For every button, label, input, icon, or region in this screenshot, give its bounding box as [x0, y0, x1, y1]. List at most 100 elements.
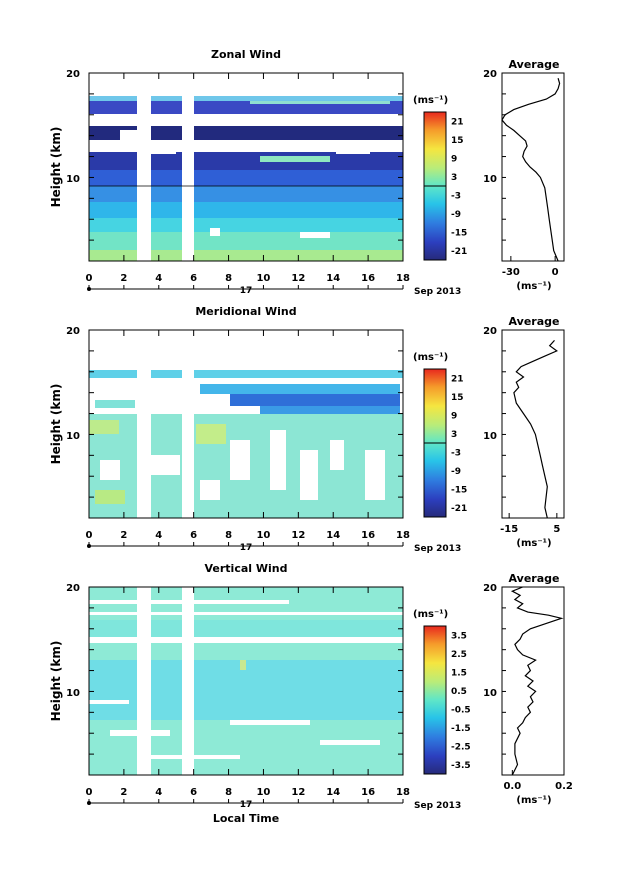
x-tick-label: 6 [190, 787, 197, 798]
x-tick-label: 4 [155, 787, 162, 798]
profile-y-tick: 10 [483, 688, 497, 699]
profile-line [501, 78, 561, 262]
profile-y-tick: 10 [483, 431, 497, 442]
date-marker [87, 544, 91, 548]
colorbar-tick-label: 2.5 [451, 650, 467, 660]
x-tick-label: 18 [396, 530, 410, 541]
x-tick-label: 0 [86, 530, 93, 541]
colorbar-tick-label: 3.5 [451, 631, 467, 641]
profile-line [513, 339, 558, 519]
profile-x-tick: 0.0 [503, 781, 521, 792]
colorbar-tick-label: -3 [451, 448, 461, 458]
profile-title: Average [509, 572, 560, 585]
x-tick-label: 4 [155, 273, 162, 284]
panel-title: Vertical Wind [205, 562, 288, 575]
x-tick-label: 10 [256, 787, 270, 798]
date-marker [87, 287, 91, 291]
y-axis-label: Height (km) [49, 641, 63, 722]
profile-x-tick: -30 [502, 267, 520, 278]
x-tick-label: 12 [291, 787, 305, 798]
profile-y-tick: 20 [483, 69, 497, 80]
colorbar-tick-label: 9 [451, 154, 457, 164]
panel-vertical: Vertical Wind Height (km) 0 2 4 6 8 10 12 14 16 1… [49, 562, 573, 825]
x-tick-label: 14 [326, 530, 340, 541]
x-tick-label: 2 [120, 530, 127, 541]
x-tick-label: 12 [291, 273, 305, 284]
profile-y-tick: 20 [483, 583, 497, 594]
colorbar [423, 625, 447, 775]
colorbar-tick-label: 9 [451, 411, 457, 421]
date-label: 17 [240, 286, 253, 296]
colorbar-tick-label: 21 [451, 374, 464, 384]
x-tick-label: 8 [225, 273, 232, 284]
colorbar-tick-label: 15 [451, 393, 464, 403]
heatmap-field [89, 330, 403, 518]
colorbar-tick-label: -9 [451, 210, 461, 220]
profile-unit: (ms⁻¹) [516, 538, 551, 549]
panel-title: Meridional Wind [195, 305, 296, 318]
profile-y-tick: 10 [483, 174, 497, 185]
x-tick-label: 10 [256, 273, 270, 284]
colorbar-tick-label: 1.5 [451, 668, 467, 678]
x-tick-label: 6 [190, 273, 197, 284]
x-ticks: 0 2 4 6 8 10 12 14 16 18 [86, 72, 556, 289]
profile-x-tick: 0.2 [555, 781, 573, 792]
colorbar-tick-label: 3 [451, 173, 457, 183]
profile-unit: (ms⁻¹) [516, 795, 551, 806]
profile-title: Average [509, 315, 560, 328]
profile-title: Average [509, 58, 560, 71]
x-tick-label: 16 [361, 530, 375, 541]
panel-zonal: Zonal Wind Height (km) [49, 48, 565, 297]
colorbar-tick-label: 15 [451, 136, 464, 146]
x-tick-label: 14 [326, 273, 340, 284]
colorbar-ticks: 21 15 9 3 -3 -9 -15 -21 [451, 117, 467, 257]
x-tick-label: 18 [396, 273, 410, 284]
profile-x-tick: -15 [500, 524, 518, 535]
colorbar-ticks: 21 15 9 3 -3 -9 -15 -21 [451, 374, 467, 514]
colorbar-tick-label: -21 [451, 247, 467, 257]
x-ticks: 0 2 4 6 8 10 12 14 16 18 [86, 329, 558, 546]
colorbar-tick-label: 3 [451, 430, 457, 440]
colorbar-unit: (ms⁻¹) [413, 95, 448, 106]
plot-frame [88, 329, 404, 519]
colorbar-unit: (ms⁻¹) [413, 352, 448, 363]
panel-title: Zonal Wind [211, 48, 281, 61]
y-tick-label: 20 [66, 69, 80, 80]
x-tick-label: 6 [190, 530, 197, 541]
panel-meridional: Meridional Wind Height (km) [49, 305, 565, 554]
month-label: Sep 2013 [414, 287, 461, 297]
profile-unit: (ms⁻¹) [516, 281, 551, 292]
x-tick-label: 8 [225, 530, 232, 541]
y-tick-label: 10 [66, 688, 80, 699]
colorbar-tick-label: -15 [451, 485, 467, 495]
colorbar-tick-label: 21 [451, 117, 464, 127]
profile-frame [501, 329, 565, 519]
x-tick-label: 4 [155, 530, 162, 541]
colorbar-tick-label: -21 [451, 504, 467, 514]
colorbar-tick-label: -9 [451, 467, 461, 477]
y-axis-label: Height (km) [49, 127, 63, 208]
colorbar-tick-label: -15 [451, 228, 467, 238]
y-tick-label: 20 [66, 326, 80, 337]
x-tick-label: 10 [256, 530, 270, 541]
colorbar-tick-label: -1.5 [451, 724, 471, 734]
x-axis-label: Local Time [213, 812, 279, 825]
colorbar-tick-label: 0.5 [451, 687, 467, 697]
x-tick-label: 18 [396, 787, 410, 798]
y-tick-label: 10 [66, 174, 80, 185]
date-label: 17 [240, 800, 253, 810]
x-tick-label: 2 [120, 273, 127, 284]
colorbar-tick-label: -3.5 [451, 761, 471, 771]
date-label: 17 [240, 543, 253, 553]
y-tick-label: 20 [66, 583, 80, 594]
date-marker [87, 801, 91, 805]
x-tick-label: 12 [291, 530, 305, 541]
profile-frame [501, 586, 565, 776]
x-tick-label: 2 [120, 787, 127, 798]
profile-x-tick: 0 [552, 267, 559, 278]
heatmap-field [89, 73, 403, 261]
heatmap-field [89, 587, 403, 775]
colorbar-unit: (ms⁻¹) [413, 609, 448, 620]
colorbar-tick-label: -0.5 [451, 705, 471, 715]
